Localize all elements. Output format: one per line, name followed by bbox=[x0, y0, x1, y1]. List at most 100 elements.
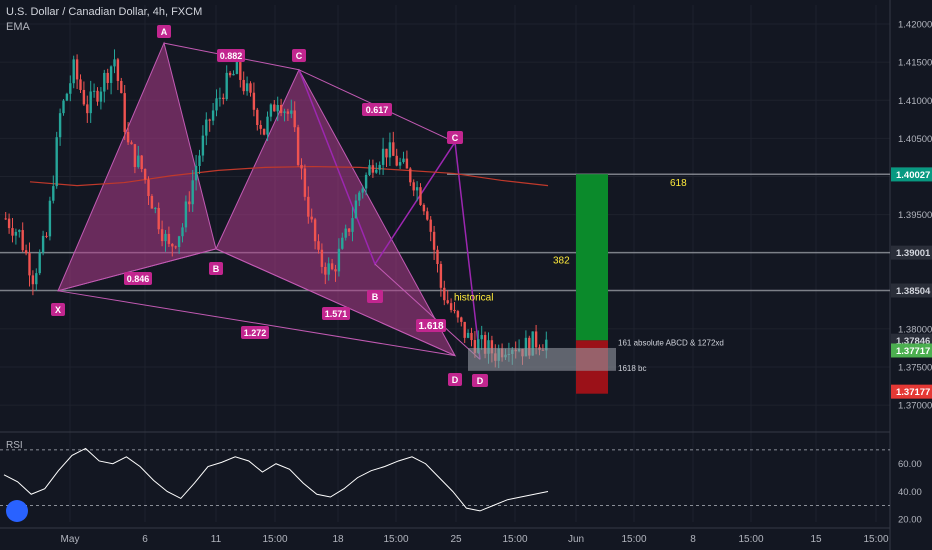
ratio-label-0617-bg bbox=[362, 103, 392, 116]
candle-body bbox=[463, 321, 466, 338]
candle-body bbox=[426, 211, 429, 220]
candle-body bbox=[429, 219, 432, 232]
candle-body bbox=[436, 249, 439, 265]
annotation-bc: 1618 bc bbox=[618, 364, 646, 373]
point-d: D bbox=[452, 375, 459, 385]
price-badge-bg bbox=[891, 167, 932, 182]
point-b-bg bbox=[209, 262, 223, 275]
candle-body bbox=[235, 59, 239, 74]
candle-body bbox=[35, 273, 38, 285]
candle-body bbox=[344, 228, 347, 238]
candle-body bbox=[103, 72, 106, 92]
ratio-line-xb bbox=[57, 248, 217, 292]
price-tick-label: 1.37000 bbox=[898, 401, 932, 412]
candle-body bbox=[307, 196, 310, 217]
candle-body bbox=[262, 128, 266, 135]
candle-body bbox=[473, 340, 477, 353]
candle-body bbox=[232, 73, 235, 76]
x-tick-label: 15:00 bbox=[863, 534, 888, 545]
candle-body bbox=[215, 98, 218, 111]
candle-body bbox=[368, 165, 371, 175]
candle-body bbox=[218, 97, 222, 99]
candle-body bbox=[276, 104, 279, 112]
candle-body bbox=[480, 335, 483, 340]
candle-body bbox=[239, 59, 242, 80]
candle-body bbox=[300, 164, 303, 169]
level-label-618: 618 bbox=[670, 178, 687, 189]
x-tick-label: 25 bbox=[450, 534, 462, 545]
candle-body bbox=[222, 97, 225, 100]
candle-body bbox=[160, 229, 164, 242]
candle-body bbox=[198, 155, 201, 167]
ratio-line-xd bbox=[57, 290, 456, 357]
candle-body bbox=[154, 207, 157, 209]
price-tick-label: 1.37500 bbox=[898, 363, 932, 374]
candle-body bbox=[422, 204, 426, 212]
rsi-tick-label: 20.00 bbox=[898, 515, 922, 526]
price-badge: 1.37717 bbox=[896, 346, 930, 357]
candle-body bbox=[140, 155, 143, 170]
candle-body bbox=[99, 91, 103, 102]
price-badge-bg bbox=[891, 384, 932, 399]
candle-body bbox=[150, 195, 154, 209]
candle-body bbox=[4, 218, 7, 220]
candle-body bbox=[412, 182, 415, 191]
x-tick-label: 6 bbox=[142, 534, 148, 545]
annotation-abcd: 161 absolute ABCD & 1272xd bbox=[618, 339, 724, 348]
candle-body bbox=[534, 331, 538, 348]
candle-body bbox=[279, 104, 283, 113]
candle-body bbox=[109, 66, 113, 83]
candle-body bbox=[296, 127, 300, 165]
price-tick-label: 1.40500 bbox=[898, 134, 932, 145]
candle-body bbox=[41, 235, 45, 253]
candle-body bbox=[419, 187, 422, 205]
tradingview-logo-icon[interactable] bbox=[6, 500, 28, 522]
candle-body bbox=[341, 237, 344, 249]
indicator-label: EMA bbox=[6, 21, 30, 33]
candle-body bbox=[48, 200, 52, 237]
price-tick-label: 1.39500 bbox=[898, 210, 932, 221]
candle-body bbox=[293, 110, 296, 128]
candle-body bbox=[228, 72, 232, 76]
candle-body bbox=[120, 80, 123, 94]
candle-body bbox=[439, 264, 443, 288]
candle-body bbox=[106, 72, 109, 83]
candle-body bbox=[28, 253, 31, 276]
x-tick-label: 15:00 bbox=[621, 534, 646, 545]
candle-body bbox=[528, 337, 531, 356]
candle-body bbox=[303, 168, 307, 197]
candle-body bbox=[96, 90, 99, 102]
candle-body bbox=[82, 89, 86, 105]
candle-body bbox=[55, 137, 58, 187]
candle-body bbox=[89, 91, 92, 114]
x-tick-label: 15 bbox=[810, 534, 822, 545]
candle-body bbox=[116, 59, 120, 81]
point-b2-bg bbox=[367, 290, 383, 303]
ratio-line-bd bbox=[215, 248, 456, 357]
rsi-line bbox=[3, 447, 549, 512]
candle-body bbox=[201, 135, 205, 156]
candle-body bbox=[225, 72, 228, 100]
x-tick-label: 15:00 bbox=[383, 534, 408, 545]
candle-body bbox=[181, 227, 184, 237]
candle-body bbox=[361, 188, 364, 193]
candle-body bbox=[531, 331, 534, 356]
candle-body bbox=[52, 186, 55, 201]
candle-body bbox=[409, 168, 412, 183]
ratio-label-0846: 0.846 bbox=[127, 274, 150, 284]
symbol-title: U.S. Dollar / Canadian Dollar, 4h, FXCM bbox=[6, 6, 203, 18]
candle-body bbox=[69, 83, 72, 94]
candle-body bbox=[364, 174, 368, 189]
price-tick-label: 1.38000 bbox=[898, 324, 932, 335]
candle-body bbox=[38, 252, 41, 274]
point-c2: C bbox=[452, 133, 459, 143]
candle-body bbox=[147, 179, 150, 196]
candle-body bbox=[443, 287, 446, 301]
x-tick-label: 15:00 bbox=[738, 534, 763, 545]
ratio-line-b2d2 bbox=[374, 263, 481, 360]
candle-body bbox=[324, 266, 327, 275]
candle-body bbox=[157, 207, 160, 230]
candle-body bbox=[171, 243, 174, 247]
candle-body bbox=[381, 148, 385, 165]
